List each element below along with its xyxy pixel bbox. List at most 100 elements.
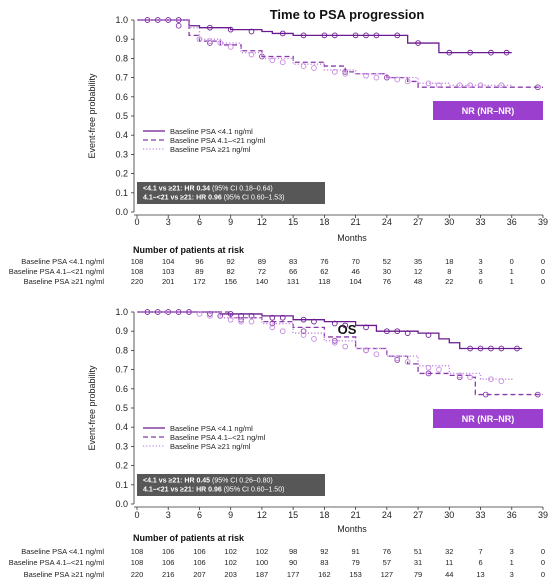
x-tick-label: 3	[166, 510, 171, 520]
risk-cell: 108	[131, 257, 144, 266]
risk-cell: 106	[193, 558, 206, 567]
y-tick-label: 1.0	[115, 15, 128, 25]
risk-cell: 3	[510, 570, 514, 579]
risk-cell: 104	[349, 277, 362, 286]
risk-cell: 76	[383, 547, 391, 556]
censor-marker	[238, 318, 244, 325]
risk-cell: 8	[447, 267, 451, 276]
legend-label: Baseline PSA 4.1–<21 ng/ml	[170, 136, 266, 145]
chart-panel-2: OS0.00.10.20.30.40.50.60.70.80.91.00 3 6 9 1…	[9, 307, 548, 579]
risk-cell: 0	[541, 257, 545, 266]
hr-value: 4.1–<21 vs ≥21: HR 0.96	[143, 195, 222, 202]
censor-marker	[352, 32, 359, 39]
x-tick-label: 30	[444, 217, 454, 227]
x-tick-label: 21	[351, 217, 361, 227]
y-tick-label: 0.4	[115, 422, 128, 432]
hr-ci: (95% CI 0.60–1.53)	[222, 195, 285, 202]
hr-value: 4.1–<21 vs ≥21: HR 0.96	[143, 487, 222, 494]
y-tick-label: 0.9	[115, 34, 128, 44]
censor-marker	[363, 347, 369, 354]
risk-cell: 79	[351, 558, 359, 567]
risk-cell: 0	[510, 257, 514, 266]
censor-marker	[415, 40, 421, 46]
y-tick-label: 0.9	[115, 326, 128, 336]
legend-label: Baseline PSA <4.1 ng/ml	[170, 127, 253, 136]
hr-ci: (95% CI 0.26–0.80)	[210, 478, 273, 485]
risk-cell: 216	[162, 570, 175, 579]
x-tick-label: 15	[288, 510, 298, 520]
x-tick-label: 27	[413, 510, 423, 520]
censor-marker	[279, 314, 286, 321]
risk-cell: 76	[383, 277, 391, 286]
censor-marker	[248, 28, 255, 35]
censor-marker	[279, 30, 286, 37]
censor-marker	[534, 391, 541, 398]
censor-marker	[488, 345, 494, 352]
x-tick-label: 12	[257, 217, 267, 227]
x-tick-label: 36	[507, 217, 517, 227]
risk-cell: 203	[224, 570, 237, 579]
censor-marker	[227, 316, 234, 323]
censor-marker	[503, 49, 510, 56]
legend-label: Baseline PSA ≥21 ng/ml	[170, 442, 251, 451]
risk-cell: 51	[414, 547, 422, 556]
risk-cell: 83	[289, 257, 297, 266]
y-tick-label: 0.5	[115, 403, 128, 413]
risk-cell: 0	[541, 547, 545, 556]
censor-marker	[363, 324, 369, 331]
x-tick-label: 6	[197, 217, 202, 227]
censor-marker	[227, 26, 234, 33]
censor-marker	[269, 314, 276, 321]
risk-cell: 13	[476, 570, 484, 579]
hr-ci: (95% CI 0.60–1.50)	[222, 487, 285, 494]
censor-marker	[477, 82, 484, 89]
censor-marker	[394, 32, 401, 39]
x-tick-label: 6	[197, 510, 202, 520]
censor-marker	[300, 328, 307, 335]
legend-label: Baseline PSA <4.1 ng/ml	[170, 424, 253, 433]
risk-cell: 106	[162, 558, 175, 567]
censor-marker	[342, 68, 349, 75]
x-tick-label: 18	[319, 510, 329, 520]
x-tick-label: 39	[538, 510, 548, 520]
censor-marker	[456, 82, 463, 89]
censor-marker	[425, 80, 432, 87]
nr-badge	[433, 409, 543, 428]
risk-cell: 3	[510, 547, 514, 556]
y-tick-label: 0.0	[115, 207, 128, 217]
censor-marker	[514, 345, 520, 352]
nr-badge	[433, 101, 543, 120]
censor-marker	[467, 49, 473, 56]
censor-marker	[300, 316, 307, 323]
censor-marker	[498, 345, 505, 352]
censor-marker	[248, 318, 255, 325]
x-tick-label: 36	[507, 510, 517, 520]
risk-cell: 102	[224, 547, 237, 556]
censor-marker	[175, 22, 182, 29]
series-line-3	[137, 311, 513, 382]
y-tick-label: 0.6	[115, 92, 128, 102]
x-tick-label: 27	[413, 217, 423, 227]
censor-marker	[534, 84, 541, 91]
risk-cell: 57	[383, 558, 391, 567]
y-tick-label: 0.2	[115, 169, 128, 179]
x-tick-label: 33	[476, 217, 486, 227]
risk-cell: 72	[258, 267, 266, 276]
x-tick-label: 39	[538, 217, 548, 227]
y-tick-label: 0.2	[115, 461, 128, 471]
risk-cell: 1	[510, 267, 514, 276]
censor-marker	[488, 376, 494, 383]
risk-cell: 82	[227, 267, 235, 276]
x-tick-label: 33	[476, 510, 486, 520]
risk-cell: 22	[445, 277, 453, 286]
x-tick-label: 24	[382, 510, 392, 520]
risk-cell: 127	[381, 570, 394, 579]
risk-cell: 35	[414, 257, 422, 266]
risk-cell: 3	[478, 257, 482, 266]
censor-marker	[477, 345, 484, 352]
risk-cell: 153	[349, 570, 362, 579]
risk-cell: 89	[258, 257, 266, 266]
censor-marker	[342, 70, 349, 77]
hr-text-line: <4.1 vs ≥21: HR 0.34 (95% CI 0.18–0.64)	[143, 186, 273, 193]
risk-cell: 89	[195, 267, 203, 276]
